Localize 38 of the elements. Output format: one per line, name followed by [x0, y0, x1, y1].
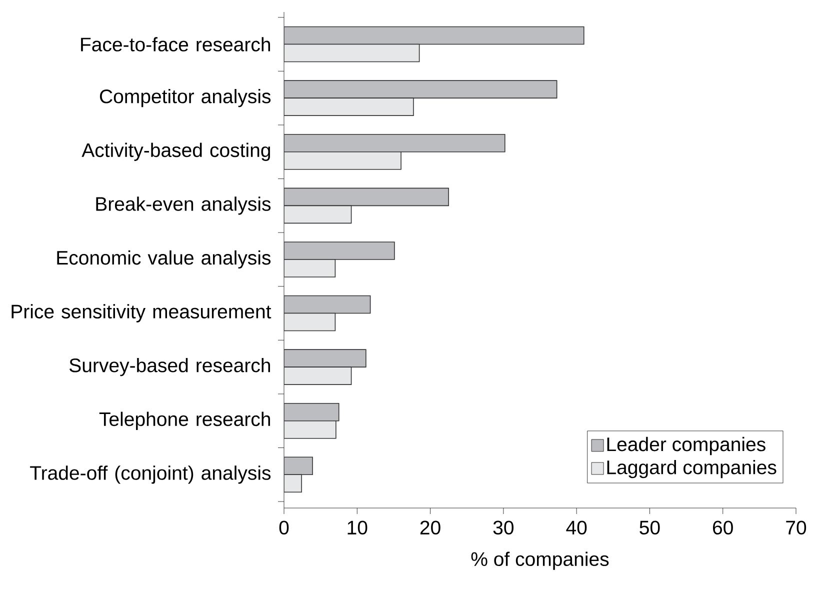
bar [284, 205, 352, 224]
bar [284, 44, 420, 62]
bar [284, 366, 352, 385]
bar [284, 456, 313, 476]
bar [284, 259, 336, 278]
y-tick-label: Competitor analysis [100, 88, 271, 108]
x-tick-label: 0 [279, 520, 289, 535]
x-tick-label: 70 [786, 520, 806, 535]
y-tick-label: Face-to-face research [81, 37, 270, 52]
y-tick-label: Trade-off (conjoint) analysis [30, 466, 271, 484]
bar [284, 151, 402, 170]
bar [284, 312, 336, 332]
x-tick-label: 20 [420, 520, 440, 535]
legend-label: Leader companies [607, 436, 766, 456]
x-tick-label: 50 [640, 520, 660, 535]
x-tick-label: 60 [712, 520, 733, 535]
y-tick-label: Price sensitivity measurement [12, 304, 272, 322]
y-tick-label: Survey-based research [70, 358, 270, 376]
x-tick-label: 40 [566, 520, 587, 535]
x-tick-label: 10 [348, 520, 368, 535]
y-tick-label: Break-even analysis [96, 196, 271, 215]
y-tick-label: Activity-based costing [82, 142, 270, 161]
x-tick-label: 30 [493, 520, 514, 535]
bar [284, 420, 336, 439]
bar [284, 134, 506, 152]
y-tick-label: Telephone research [99, 412, 270, 430]
bar [284, 80, 558, 98]
bar [284, 295, 371, 314]
x-axis-title: % of companies [471, 552, 609, 570]
bar [284, 98, 414, 116]
legend-label: Laggard companies [607, 460, 776, 478]
bar [284, 402, 340, 422]
bar [284, 349, 366, 368]
bar [284, 188, 449, 206]
bar [284, 26, 584, 45]
bar [284, 242, 395, 260]
bar [284, 474, 302, 493]
y-tick-label: Economic value analysis [57, 250, 271, 269]
